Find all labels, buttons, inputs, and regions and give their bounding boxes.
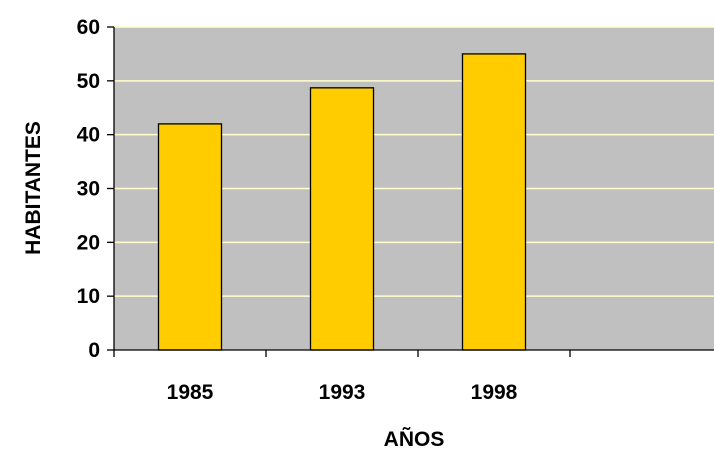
x-axis-title: AÑOS (384, 428, 445, 451)
bars (157, 53, 527, 351)
y-tick-label: 0 (88, 339, 100, 362)
y-tick-labels: 0 10 20 30 40 50 60 (77, 16, 100, 362)
x-tick-label: 1985 (167, 381, 214, 404)
bar-1998 (461, 53, 527, 351)
x-tick-label: 1998 (471, 381, 518, 404)
bar-1985 (157, 123, 223, 351)
bar-1993 (309, 87, 375, 351)
axes (107, 26, 714, 357)
y-tick-label: 30 (77, 178, 100, 201)
y-axis-title: HABITANTES (22, 121, 45, 255)
y-tick-label: 10 (77, 285, 100, 308)
y-tick-label: 40 (77, 124, 100, 147)
y-tick-label: 60 (77, 16, 100, 39)
x-tick-labels: 1985 1993 1998 (167, 381, 518, 404)
y-tick-label: 20 (77, 231, 100, 254)
y-tick-label: 50 (77, 70, 100, 93)
x-tick-label: 1993 (319, 381, 366, 404)
